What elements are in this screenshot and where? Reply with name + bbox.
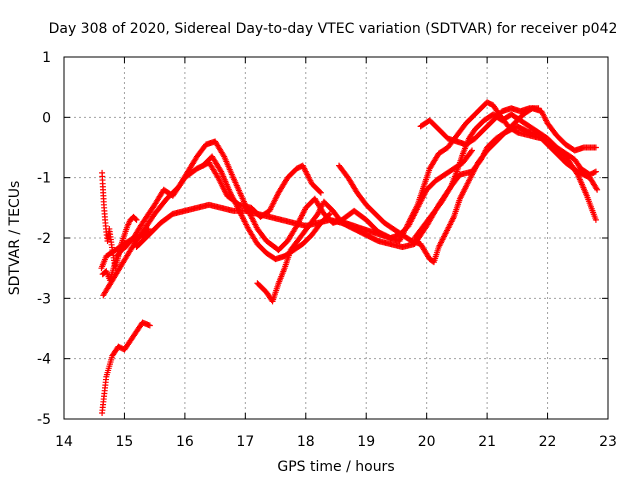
data-marks (98, 99, 601, 416)
chart-title: Day 308 of 2020, Sidereal Day-to-day VTE… (49, 21, 618, 37)
x-tick-label: 18 (297, 434, 315, 450)
data-point (326, 210, 333, 217)
data-point (316, 188, 323, 195)
data-point (447, 185, 454, 192)
x-tick-label: 14 (55, 434, 73, 450)
x-tick-label: 19 (357, 434, 375, 450)
x-tick-label: 21 (478, 434, 496, 450)
data-point (592, 168, 599, 175)
x-axis-ticks: 14 15 16 17 18 19 20 21 22 23 (55, 57, 617, 450)
y-tick-label: -2 (37, 231, 51, 247)
series-track-10 (333, 147, 475, 241)
y-axis-label: SDTVAR / TECUs (7, 181, 23, 296)
data-point (592, 216, 599, 223)
series-track-1 (99, 319, 153, 416)
data-point (146, 322, 153, 329)
series-track-11 (99, 169, 140, 272)
y-axis-ticks: 1 0 -1 -2 -3 -4 -5 (37, 50, 608, 428)
data-point (317, 189, 324, 196)
series-track-9 (417, 105, 542, 148)
x-axis-label: GPS time / hours (277, 459, 394, 475)
data-point (132, 215, 139, 222)
data-point (593, 185, 600, 192)
series-track-4 (133, 123, 599, 251)
series-track-7 (336, 105, 599, 266)
y-tick-label: -5 (37, 412, 51, 428)
x-tick-label: 22 (539, 434, 557, 450)
data-point (592, 144, 599, 151)
data-point (469, 147, 475, 154)
y-tick-label: -4 (37, 352, 51, 368)
y-tick-label: -3 (37, 291, 51, 307)
y-tick-label: 1 (42, 50, 51, 66)
x-tick-label: 20 (418, 434, 436, 450)
data-point (535, 105, 542, 112)
data-point (145, 225, 152, 232)
y-tick-label: -1 (37, 171, 51, 187)
data-point (594, 186, 601, 193)
x-tick-label: 23 (599, 434, 617, 450)
series-track-6 (200, 153, 333, 263)
data-point (144, 226, 151, 233)
grid-lines (64, 57, 608, 419)
x-tick-label: 17 (236, 434, 254, 450)
y-tick-label: 0 (42, 110, 51, 126)
data-point (591, 169, 598, 176)
series-track-12 (99, 225, 152, 284)
data-point (133, 216, 140, 223)
x-tick-label: 16 (176, 434, 194, 450)
data-point (325, 211, 332, 218)
data-point (468, 148, 475, 155)
x-tick-label: 15 (116, 434, 134, 450)
